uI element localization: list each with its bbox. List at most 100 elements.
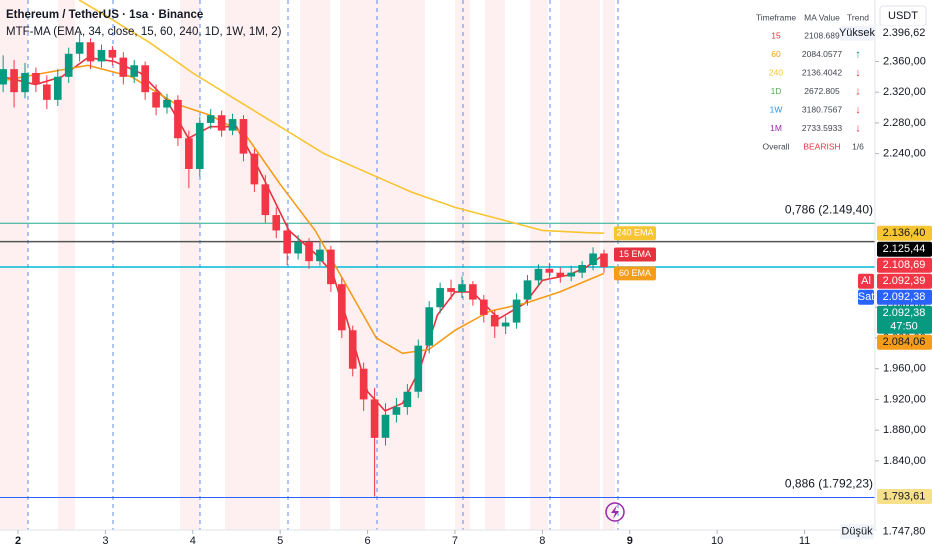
level-label: 0,786 (2.149,40) [785, 202, 873, 216]
table-overall-value: BEARISH [803, 141, 840, 151]
candle-body [567, 272, 576, 277]
candle-body [53, 76, 62, 100]
candle-body [239, 119, 248, 154]
candle-body [348, 330, 357, 369]
table-trend: ↓ [855, 104, 861, 116]
candle-body [381, 414, 390, 438]
alert-circle[interactable] [605, 502, 625, 522]
shade [58, 0, 75, 530]
shade [180, 0, 200, 530]
candle-body [578, 265, 586, 273]
candle-body [108, 49, 117, 58]
x-tick-label: 10 [711, 535, 723, 547]
price-label-box [877, 489, 932, 505]
candle-body [469, 284, 477, 300]
price-tag[interactable]: Düşük [841, 526, 873, 538]
shade [485, 0, 505, 530]
y-tick-label: 1.840,00 [883, 455, 926, 467]
legend-tag[interactable] [613, 247, 656, 262]
candle-body [86, 42, 95, 62]
x-tick-label: 11 [799, 535, 810, 547]
x-tick-label: 7 [452, 535, 458, 547]
candle-body [458, 284, 466, 292]
plot: 0,786 (2.149,40) 0,886 (1.792,23) 240 EMA 1… [0, 0, 875, 499]
level-label: 0,886 (1.792,23) [785, 477, 873, 491]
candle-body [185, 138, 193, 169]
table-overall: Overall [763, 141, 790, 151]
price-label-box [877, 273, 932, 289]
x-tick-label: 5 [277, 535, 283, 547]
price-label-box [877, 524, 932, 540]
price-tag-box[interactable] [858, 289, 874, 305]
y-tick-label: 2.320,00 [883, 86, 926, 98]
table-header: Trend [847, 12, 869, 22]
alert-icon[interactable] [605, 502, 625, 522]
legend-tag[interactable] [613, 266, 656, 281]
price-tag-box[interactable] [858, 273, 874, 289]
table-trend: ↓ [855, 122, 861, 134]
table-overall-count: 1/6 [852, 141, 864, 151]
x-tick-label: 6 [365, 535, 371, 547]
candle-body [130, 65, 139, 77]
candle-body [228, 119, 237, 131]
price-label: 1.747,80 [883, 526, 926, 538]
price-label: 2.108,69 [883, 259, 926, 271]
candle-body [403, 391, 412, 408]
candle-body [556, 272, 565, 277]
candle-body [490, 314, 499, 327]
candle-body [370, 399, 379, 438]
candle-body [119, 57, 128, 77]
candle-body [479, 299, 488, 315]
table-trend: ↓ [855, 67, 861, 79]
legend-tag[interactable] [613, 226, 656, 241]
price-label: 2.092,38 [883, 307, 926, 319]
alert-bolt[interactable] [611, 505, 619, 519]
table-header: Timeframe [756, 12, 797, 22]
candle-body [21, 72, 29, 93]
y-tick-label: 2.360,00 [883, 55, 926, 67]
candle-body [327, 249, 335, 285]
table-value: 2733.5933 [802, 123, 842, 133]
price-tag[interactable]: Al [861, 275, 871, 287]
y-tick-label: 1.880,00 [883, 424, 926, 436]
y-tick-label: 1.960,00 [883, 363, 926, 375]
price-tag-box[interactable] [840, 25, 874, 41]
mtf-table: Timeframe MA Value Trend 15 2108.689 60 2084.0… [752, 6, 874, 154]
legend-label[interactable]: 15 EMA [619, 249, 651, 259]
candle-body [195, 122, 204, 169]
table-timeframe: 1M [770, 123, 782, 133]
candle-body [152, 92, 160, 108]
table-timeframe: 240 [769, 67, 783, 77]
price-tag-box[interactable] [840, 524, 874, 540]
price-label-box [877, 305, 932, 334]
candle-body [600, 253, 608, 268]
candle-body [97, 49, 106, 62]
ema-line [78, 0, 605, 234]
candle-body [512, 299, 521, 323]
price-tag[interactable]: Yüksek [839, 27, 876, 39]
price-label: 2.092,38 [883, 291, 926, 303]
candle-body [589, 253, 597, 265]
x-tick-label: 2 [15, 535, 21, 547]
legend-label[interactable]: 240 EMA [616, 228, 653, 238]
price-label: 2.092,39 [883, 275, 926, 287]
candle-body [305, 241, 313, 262]
table-value: 2672.805 [804, 86, 840, 96]
price-label-box [877, 241, 932, 257]
candle-body [217, 115, 226, 131]
indicator-legend[interactable]: MTF-MA (EMA, 34, close, 15, 60, 240, 1D,… [6, 26, 282, 38]
price-label-box [877, 257, 932, 273]
currency[interactable]: USDT [888, 10, 918, 22]
candle-body [32, 72, 40, 85]
price-label-box [877, 289, 932, 305]
x-tick-label: 4 [190, 535, 196, 547]
table-value: 3180.7567 [802, 104, 842, 114]
candle-body [523, 280, 532, 300]
candle-body [359, 368, 368, 400]
legend-label[interactable]: 60 EMA [619, 268, 651, 278]
shade [530, 0, 548, 530]
candle-body [283, 230, 292, 254]
candle-body [64, 53, 73, 77]
price-tag[interactable]: Sat [858, 291, 875, 303]
candle-body [174, 99, 182, 139]
